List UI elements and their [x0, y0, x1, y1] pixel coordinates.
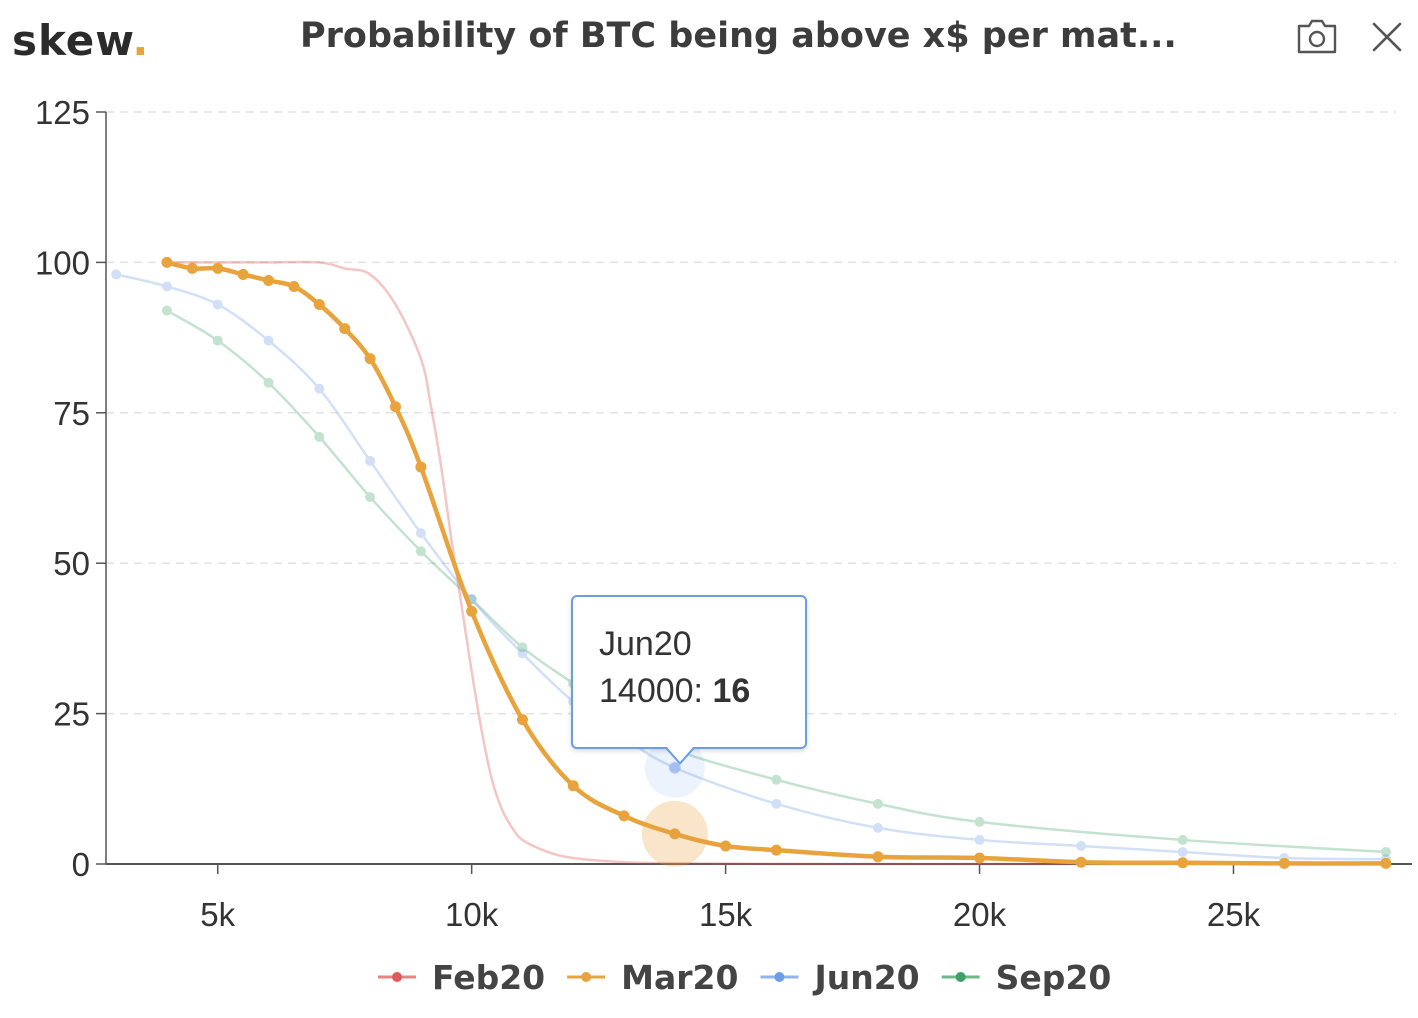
tooltip-x-label: 14000	[599, 672, 694, 710]
data-point	[339, 323, 351, 335]
data-point	[567, 780, 579, 792]
legend-label: Feb20	[432, 958, 545, 997]
data-point	[263, 274, 275, 286]
y-tick-label: 125	[35, 94, 90, 131]
tooltip-arrow-inner	[666, 746, 694, 762]
hover-halo-mar20	[641, 800, 708, 867]
data-point	[771, 774, 782, 785]
data-point	[415, 461, 427, 473]
data-point	[161, 281, 172, 292]
legend-label: Sep20	[996, 958, 1112, 997]
data-point	[415, 528, 426, 539]
y-tick-label: 0	[72, 846, 90, 883]
x-tick-label: 20k	[953, 896, 1007, 933]
data-point	[669, 828, 681, 840]
data-point	[974, 834, 985, 845]
y-tick-label: 50	[53, 545, 90, 582]
series-line-feb20	[166, 260, 1386, 866]
chart-header: skew. Probability of BTC being above x$ …	[0, 0, 1418, 80]
logo-dot: .	[132, 16, 150, 65]
data-point	[313, 299, 325, 311]
legend-marker	[392, 972, 402, 982]
data-point	[186, 262, 198, 274]
data-point	[314, 431, 325, 442]
tooltip: Jun20 14000: 16	[571, 595, 807, 749]
legend-item-feb20[interactable]: Feb20	[378, 958, 545, 997]
data-point	[263, 335, 274, 346]
data-point	[872, 822, 883, 833]
legend-label: Jun20	[812, 958, 919, 997]
data-point	[1075, 856, 1087, 868]
data-point	[161, 305, 172, 316]
tooltip-value: 16	[712, 672, 751, 710]
data-point	[974, 852, 986, 864]
x-tick-label: 10k	[445, 896, 499, 933]
series-sep20	[161, 305, 1391, 857]
probability-line-chart: 0 25 50 75 100 125 5k 10k 15k 20k 25k Feb20 Mar20 Ju…	[35, 94, 1412, 997]
data-point	[1278, 857, 1290, 869]
skew-logo: skew.	[12, 16, 149, 65]
series-jun20	[111, 269, 1391, 865]
data-point	[212, 335, 223, 346]
axes: 0 25 50 75 100 125 5k 10k 15k 20k 25k	[35, 94, 1412, 933]
data-point	[872, 851, 884, 863]
legend-marker	[955, 972, 966, 982]
data-point	[1177, 846, 1188, 857]
data-point	[1380, 857, 1392, 869]
series-mar20	[161, 256, 1392, 869]
legend: Feb20 Mar20 Jun20 Sep20	[378, 958, 1111, 997]
legend-item-jun20[interactable]: Jun20	[760, 958, 920, 997]
legend-label: Mar20	[621, 958, 738, 997]
data-point	[263, 377, 274, 388]
chart-title: Probability of BTC being above x$ per ma…	[300, 16, 1177, 56]
legend-item-sep20[interactable]: Sep20	[941, 958, 1112, 997]
data-point	[974, 816, 985, 827]
series-line-sep20	[166, 309, 1386, 854]
tooltip-series-name: Jun20	[599, 625, 692, 663]
data-point	[720, 840, 732, 852]
data-point	[669, 762, 680, 773]
series-lines	[111, 256, 1392, 869]
data-point	[1177, 857, 1189, 869]
data-point	[365, 492, 376, 503]
data-point	[389, 401, 401, 413]
data-point	[516, 714, 528, 726]
data-point	[365, 455, 376, 466]
x-tick-label: 5k	[200, 896, 235, 933]
data-point	[314, 383, 325, 394]
data-point	[517, 648, 528, 659]
tooltip-separator: :	[693, 672, 713, 710]
data-point	[415, 546, 426, 557]
data-point	[111, 269, 122, 280]
y-tick-label: 25	[53, 696, 90, 733]
legend-marker	[581, 972, 592, 982]
data-point	[161, 256, 173, 268]
data-point	[212, 262, 224, 274]
data-point	[618, 810, 630, 822]
data-point	[364, 353, 376, 365]
data-point	[212, 299, 223, 310]
series-line-jun20	[115, 273, 1386, 861]
data-point	[872, 798, 883, 809]
data-point	[770, 844, 782, 856]
series-feb20	[166, 260, 1386, 866]
data-point	[1076, 840, 1087, 851]
data-point	[1380, 846, 1391, 857]
data-point	[288, 280, 300, 292]
legend-item-mar20[interactable]: Mar20	[567, 958, 738, 997]
data-point	[466, 605, 478, 617]
data-point	[771, 798, 782, 809]
data-point	[517, 642, 528, 653]
x-tick-label: 15k	[699, 896, 753, 933]
camera-icon[interactable]	[1292, 12, 1342, 62]
close-icon[interactable]	[1362, 12, 1412, 62]
x-tick-label: 25k	[1207, 896, 1261, 933]
legend-marker	[774, 972, 785, 982]
data-point	[1177, 834, 1188, 845]
data-point	[237, 268, 249, 280]
y-tick-label: 75	[53, 395, 90, 432]
logo-text: skew	[12, 16, 133, 65]
y-tick-label: 100	[35, 244, 90, 281]
